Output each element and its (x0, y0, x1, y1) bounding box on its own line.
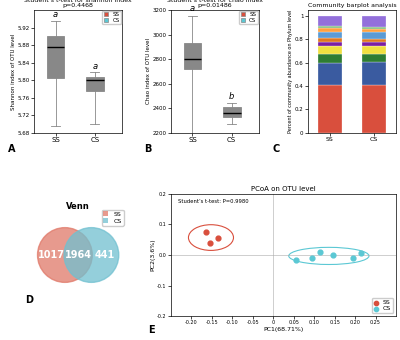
Text: A: A (8, 144, 15, 154)
Bar (318, 63, 342, 85)
Bar (318, 28, 342, 32)
Bar (362, 85, 386, 133)
Y-axis label: PC2(3.6%): PC2(3.6%) (151, 239, 156, 271)
Text: D: D (25, 295, 33, 305)
SS (215, 236, 221, 241)
Title: Venn: Venn (66, 202, 90, 211)
Text: b: b (229, 92, 234, 101)
Title: Student’s t-test for chao index
p=0.01486: Student’s t-test for chao index p=0.0148… (167, 0, 263, 8)
Bar (318, 42, 342, 46)
Bar (362, 62, 386, 85)
Y-axis label: Chao index of OTU level: Chao index of OTU level (146, 38, 151, 104)
CS (358, 251, 364, 256)
Bar (362, 46, 386, 54)
Bar (318, 46, 342, 54)
Bar (362, 32, 386, 39)
Text: 1964: 1964 (65, 250, 92, 260)
Text: a: a (190, 4, 195, 13)
Circle shape (38, 227, 92, 283)
Text: 1017: 1017 (38, 250, 65, 260)
X-axis label: PC1(68.71%): PC1(68.71%) (263, 327, 304, 332)
CS (317, 249, 324, 255)
Title: Community barplot analysis: Community barplot analysis (308, 3, 396, 8)
CS (350, 255, 356, 261)
Bar (362, 27, 386, 29)
PathPatch shape (47, 36, 64, 78)
Text: 441: 441 (94, 250, 115, 260)
Title: PCoA on OTU level: PCoA on OTU level (251, 186, 316, 192)
Bar (362, 39, 386, 42)
Y-axis label: Shannon index of OTU level: Shannon index of OTU level (11, 33, 16, 109)
Text: B: B (144, 144, 152, 154)
Y-axis label: Percent of community abundance on Phylum level: Percent of community abundance on Phylum… (288, 10, 294, 133)
Bar (318, 38, 342, 42)
Bar (318, 32, 342, 38)
Bar (362, 29, 386, 32)
Text: a: a (53, 11, 58, 19)
Text: a: a (92, 62, 97, 70)
SS (206, 240, 213, 245)
CS (292, 257, 299, 262)
Legend: SS, CS: SS, CS (239, 11, 258, 24)
Text: C: C (272, 144, 280, 154)
Title: Student’s t-test for shannon index
p=0.4468: Student’s t-test for shannon index p=0.4… (24, 0, 132, 8)
Text: E: E (148, 325, 155, 335)
Circle shape (64, 227, 119, 283)
Bar (362, 42, 386, 46)
PathPatch shape (86, 76, 104, 91)
CS (309, 255, 315, 261)
Bar (362, 16, 386, 27)
Legend: SS, CS: SS, CS (102, 11, 121, 24)
PathPatch shape (184, 43, 201, 69)
PathPatch shape (223, 107, 240, 117)
Text: Student’s t-test: P=0.9980: Student’s t-test: P=0.9980 (178, 199, 248, 204)
Bar (318, 16, 342, 26)
SS (202, 230, 209, 235)
Bar (318, 85, 342, 133)
Bar (318, 54, 342, 63)
Legend: SS, CS: SS, CS (102, 209, 124, 226)
CS (329, 252, 336, 258)
Legend: SS, CS: SS, CS (372, 298, 393, 313)
Bar (318, 26, 342, 28)
Bar (362, 54, 386, 62)
